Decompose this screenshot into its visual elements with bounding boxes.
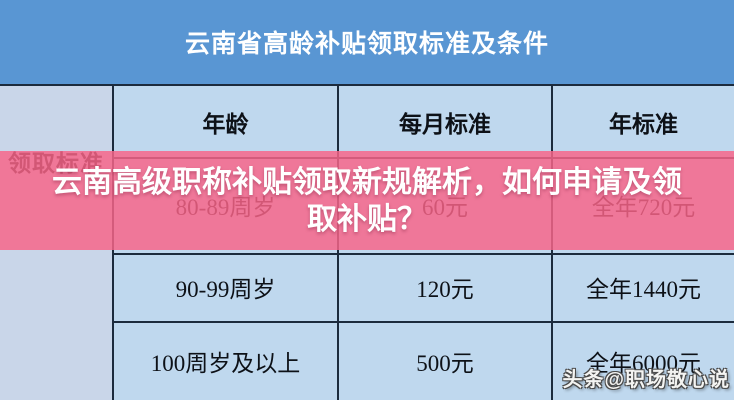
headline-banner: 云南高级职称补贴领取新规解析，如何申请及领 取补贴？ bbox=[0, 151, 734, 250]
table-row: 90-99周岁 120元 全年1440元 bbox=[114, 253, 734, 323]
cell-monthly: 120元 bbox=[339, 253, 553, 321]
cell-yearly: 全年1440元 bbox=[586, 277, 701, 302]
cell-yearly: 全年6000元 bbox=[586, 350, 701, 376]
title-bar: 云南省高龄补贴领取标准及条件 bbox=[0, 0, 734, 86]
table-row: 100周岁及以上 500元 全年6000元 bbox=[114, 321, 734, 400]
cell-age: 100周岁及以上 bbox=[114, 321, 339, 400]
table-header-row: 年龄 每月标准 年标准 bbox=[114, 86, 734, 159]
banner-headline-line1: 云南高级职称补贴领取新规解析，如何申请及领 bbox=[52, 165, 682, 199]
column-header-monthly: 每月标准 bbox=[339, 86, 553, 157]
banner-headline-line2: 取补贴？ bbox=[307, 202, 427, 236]
column-header-yearly: 年标准 bbox=[609, 111, 678, 137]
page-title: 云南省高龄补贴领取标准及条件 bbox=[184, 31, 549, 58]
cell-age: 90-99周岁 bbox=[114, 253, 339, 321]
watermark: 头条@职场敬心说 bbox=[562, 369, 730, 391]
column-header-age: 年龄 bbox=[114, 86, 339, 157]
cell-monthly: 500元 bbox=[339, 321, 553, 400]
